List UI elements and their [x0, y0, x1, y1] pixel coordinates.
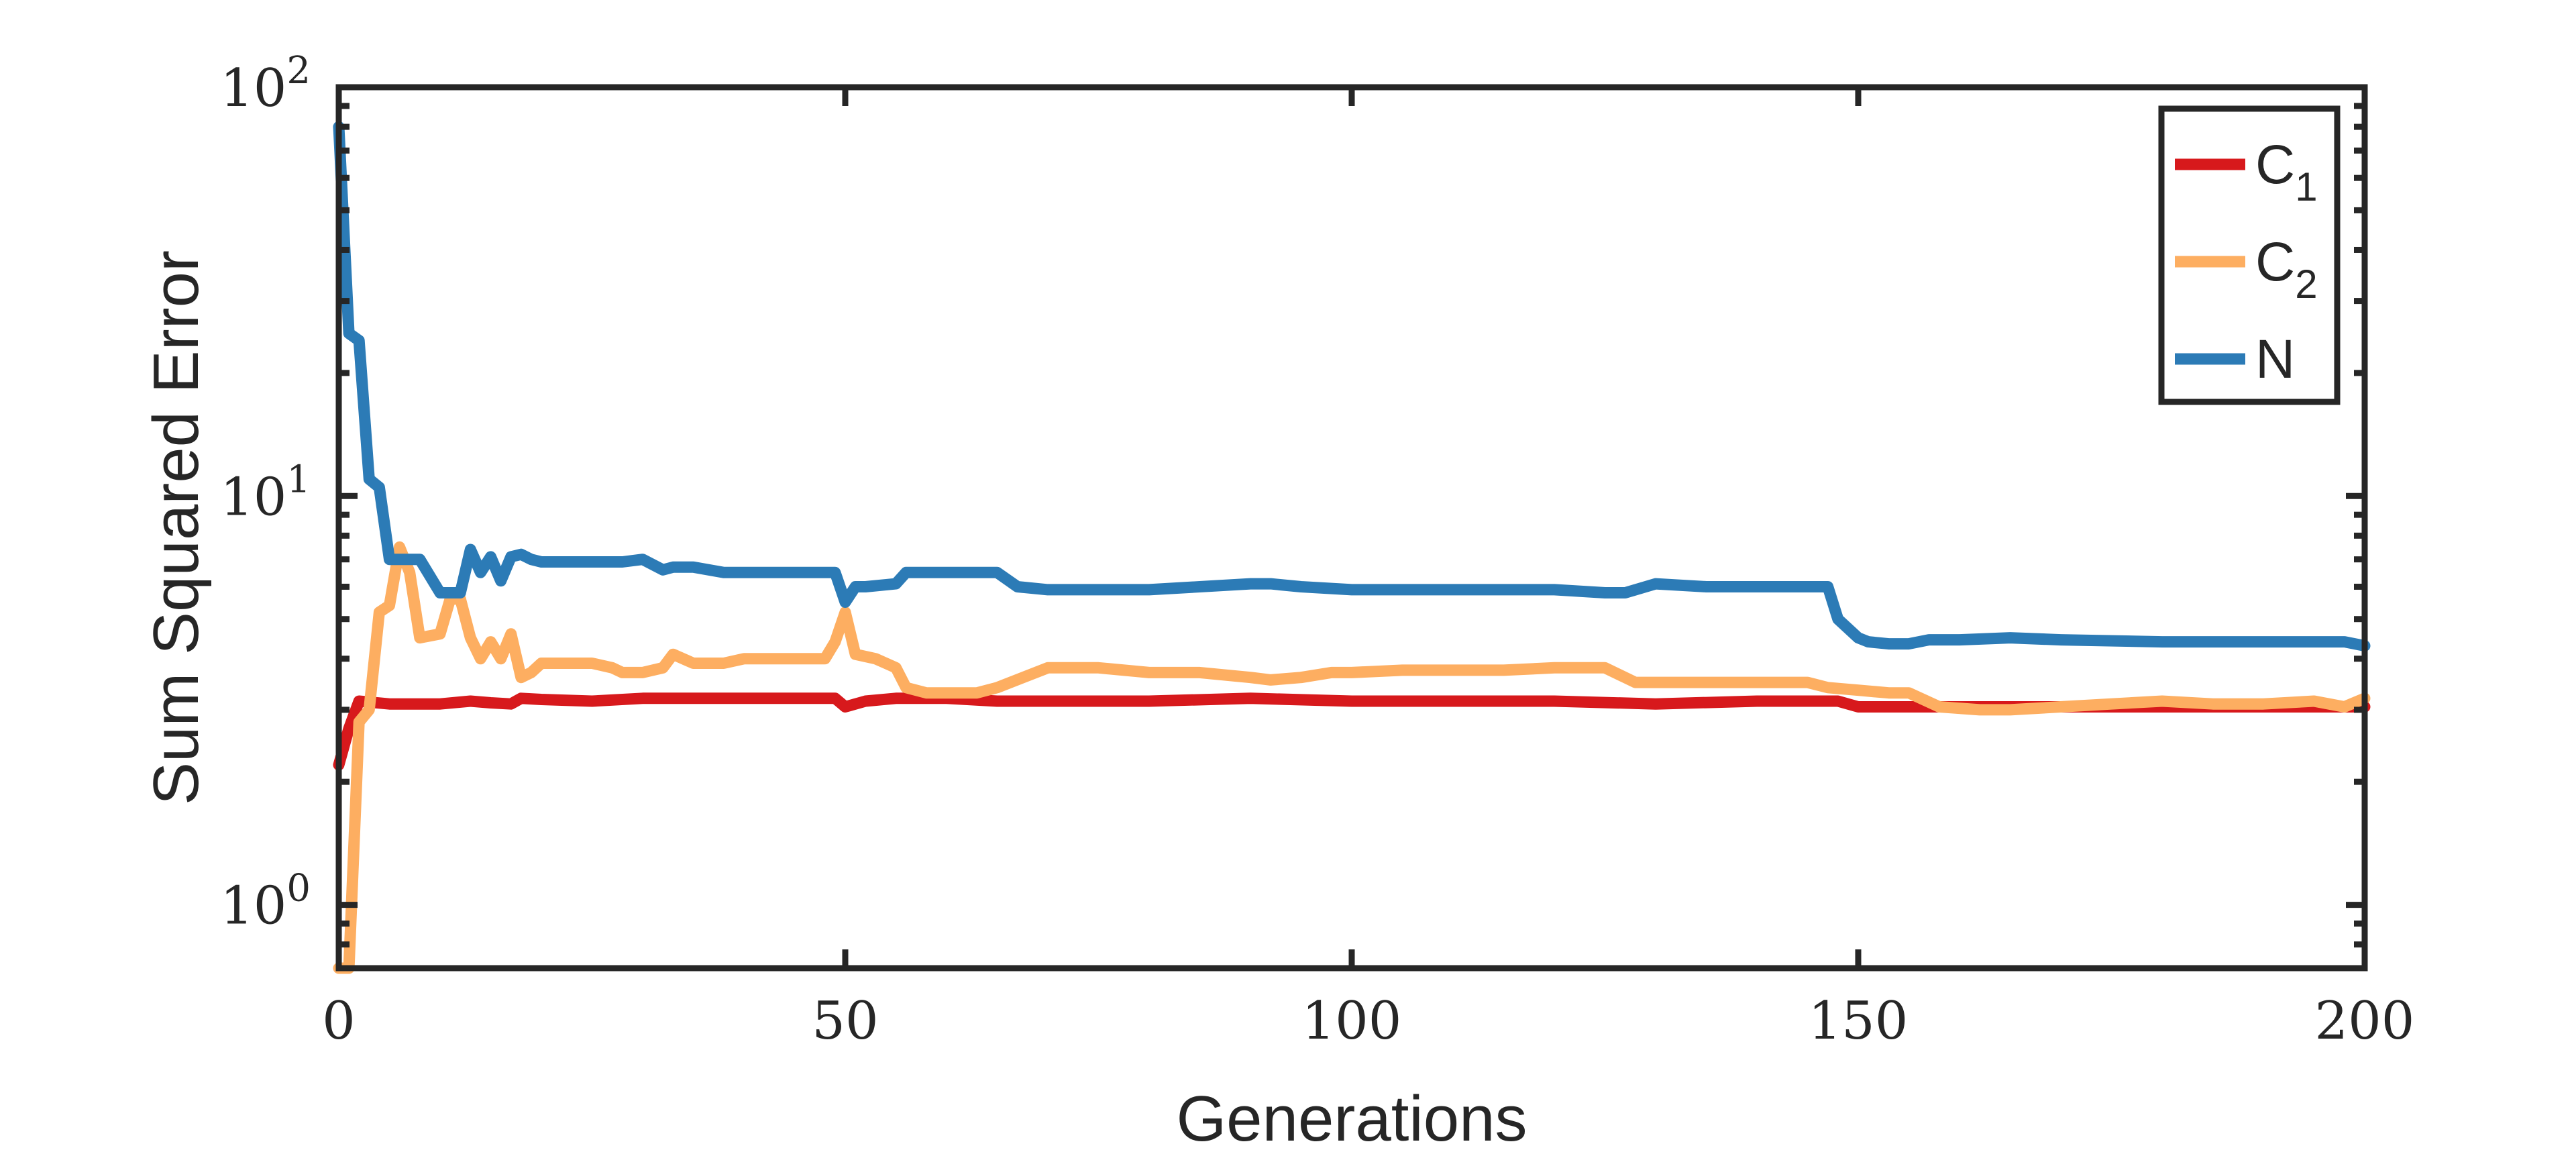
x-tick-label: 0 [322, 991, 356, 1051]
legend-box [2158, 105, 2341, 405]
legend: C1 C2 N [2158, 105, 2341, 405]
y-axis-label: Sum Squared Error [140, 250, 212, 805]
series-line-c1 [333, 692, 2371, 771]
x-axis-label: Generations [1177, 1083, 1527, 1150]
legend-label: N [2255, 329, 2295, 390]
label-layer: 0 50 100 150 200 100 101 102 [220, 49, 2414, 1051]
y-tick-label: 102 [220, 49, 311, 119]
series-layer [333, 121, 2371, 974]
x-tick-label: 50 [812, 991, 878, 1051]
x-tick-label: 100 [1302, 991, 1402, 1051]
x-tick-label: 200 [2315, 991, 2415, 1051]
series-line-n [333, 121, 2371, 652]
y-tick-label: 100 [220, 867, 311, 937]
tick-layer [335, 84, 2368, 972]
y-tick-label: 101 [220, 458, 311, 527]
x-tick-label: 150 [1809, 991, 1909, 1051]
legend-label: C1 [2255, 134, 2318, 209]
series-line-c2 [333, 541, 2371, 974]
legend-label: C2 [2255, 231, 2318, 307]
plot-frame [335, 84, 2368, 972]
